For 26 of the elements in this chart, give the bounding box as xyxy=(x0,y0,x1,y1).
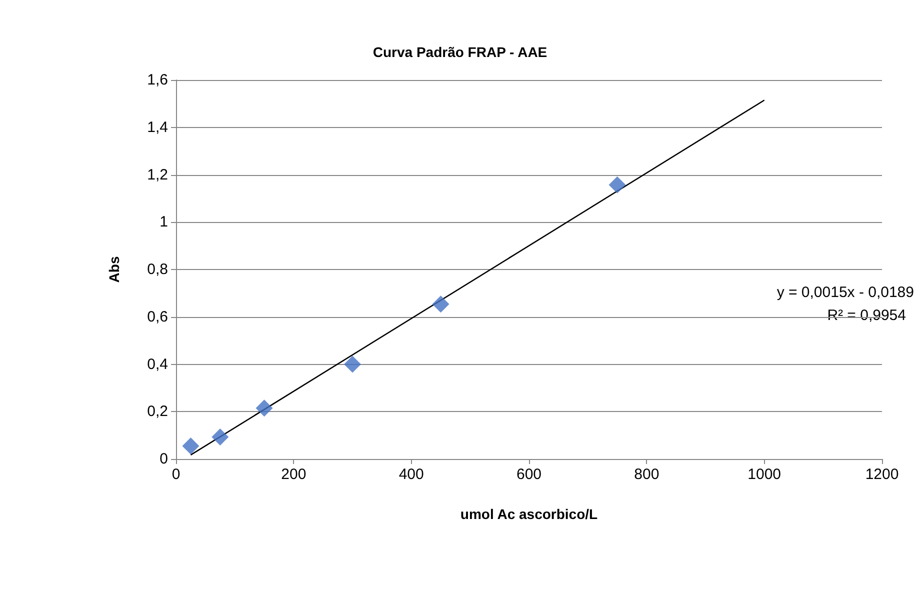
point xyxy=(608,176,626,194)
x-tick-label: 400 xyxy=(398,466,424,483)
y-tick-label: 0,2 xyxy=(147,403,168,420)
x-tick-label: 800 xyxy=(634,466,660,483)
y-tick-label: 0 xyxy=(160,450,168,468)
y-tick-label: 1,6 xyxy=(147,72,168,88)
y-tick-label: 1 xyxy=(160,214,168,231)
x-axis-title: umol Ac ascorbico/L xyxy=(460,506,598,522)
y-tick-label: 0,8 xyxy=(147,261,168,278)
point xyxy=(344,356,361,373)
y-tick-label: 1,4 xyxy=(147,118,168,136)
x-tick-label: 1200 xyxy=(865,466,899,483)
y-tick-label: 0,6 xyxy=(147,308,168,326)
x-tick-label: 600 xyxy=(516,466,542,483)
y-axis-title: Abs xyxy=(106,256,122,283)
point xyxy=(182,437,200,454)
y-tick-label: 0,4 xyxy=(147,356,168,373)
point xyxy=(432,296,450,313)
point xyxy=(212,428,229,446)
chart-title: Curva Padrão FRAP - AAE xyxy=(372,44,548,60)
x-tick-label: 1000 xyxy=(748,466,782,483)
x-tick-label: 0 xyxy=(172,466,180,483)
point xyxy=(256,400,273,417)
y-tick-label: 1,2 xyxy=(147,166,168,184)
annotation: y = 0,0015x - 0,0189 xyxy=(776,284,914,301)
x-tick-label: 200 xyxy=(281,466,306,483)
